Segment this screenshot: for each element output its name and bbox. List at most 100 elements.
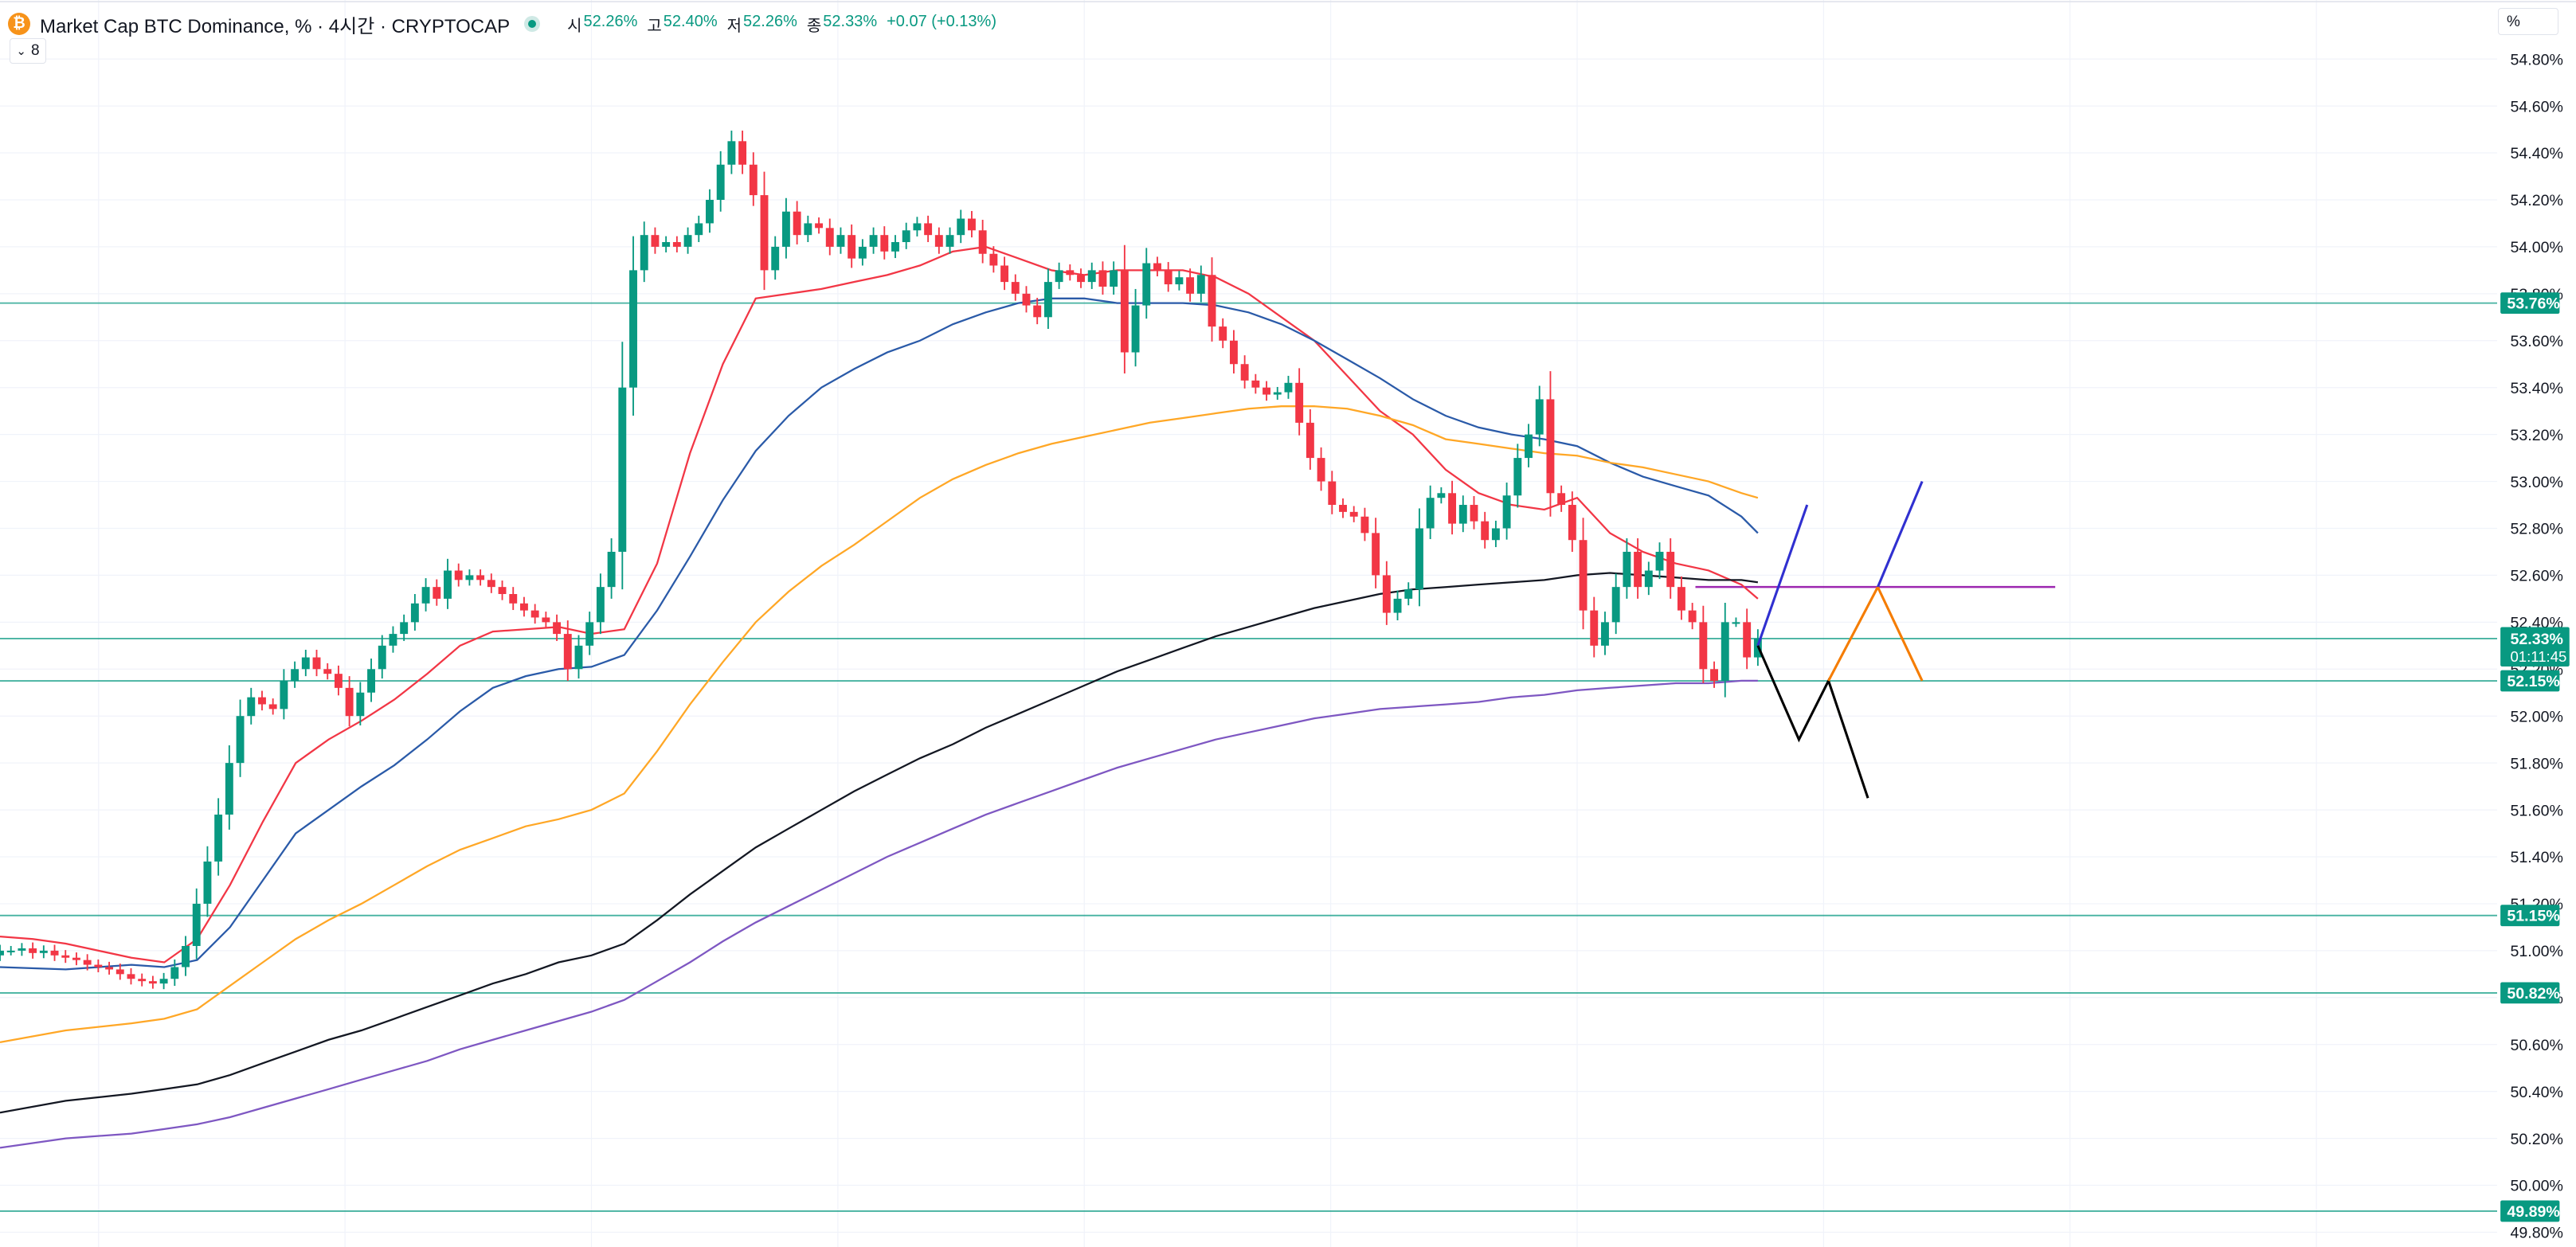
- candle[interactable]: [1732, 617, 1740, 627]
- candle[interactable]: [1579, 518, 1587, 630]
- candle[interactable]: [50, 944, 59, 961]
- candle[interactable]: [105, 961, 114, 975]
- candle[interactable]: [629, 236, 637, 416]
- candle[interactable]: [1229, 330, 1238, 374]
- candle[interactable]: [18, 943, 26, 956]
- candle[interactable]: [880, 226, 889, 260]
- candle[interactable]: [334, 665, 343, 696]
- candle[interactable]: [869, 227, 878, 254]
- candle[interactable]: [793, 201, 801, 244]
- candle[interactable]: [72, 952, 80, 966]
- candle[interactable]: [825, 218, 834, 256]
- candle[interactable]: [749, 152, 758, 206]
- candles[interactable]: [0, 131, 1762, 990]
- candle[interactable]: [115, 964, 124, 980]
- candle[interactable]: [542, 612, 550, 628]
- candle[interactable]: [127, 968, 135, 985]
- candle[interactable]: [1196, 265, 1205, 303]
- projection-path-black-down[interactable]: [1756, 645, 1869, 799]
- candle[interactable]: [553, 614, 562, 641]
- candle[interactable]: [476, 569, 485, 586]
- candle[interactable]: [683, 227, 692, 254]
- candle[interactable]: [1186, 268, 1195, 302]
- candle[interactable]: [978, 220, 987, 264]
- candle[interactable]: [312, 649, 321, 677]
- candle[interactable]: [444, 558, 452, 609]
- candle[interactable]: [1448, 480, 1457, 535]
- candle[interactable]: [182, 936, 190, 976]
- price-axis[interactable]: 54.80%54.60%54.40%54.20%54.00%53.80%53.6…: [2500, 51, 2570, 1242]
- candle[interactable]: [203, 846, 212, 917]
- candle[interactable]: [1404, 582, 1413, 606]
- candle[interactable]: [596, 573, 605, 635]
- candle[interactable]: [29, 942, 37, 959]
- candle[interactable]: [170, 959, 179, 987]
- candle[interactable]: [225, 745, 233, 830]
- candle[interactable]: [651, 227, 660, 254]
- indicators-toggle-button[interactable]: ⌄ 8: [10, 38, 46, 64]
- candle[interactable]: [378, 635, 386, 679]
- candle[interactable]: [487, 573, 495, 593]
- candle[interactable]: [563, 620, 572, 682]
- candle[interactable]: [1219, 318, 1227, 349]
- candle[interactable]: [695, 215, 703, 243]
- candle[interactable]: [509, 587, 518, 611]
- candle[interactable]: [945, 227, 954, 254]
- projection-path-blue-up[interactable]: [1756, 504, 1809, 647]
- candle[interactable]: [1372, 518, 1380, 588]
- candle[interactable]: [214, 798, 223, 876]
- candle[interactable]: [291, 661, 299, 688]
- candle[interactable]: [1164, 262, 1173, 292]
- candle[interactable]: [858, 239, 867, 266]
- candle[interactable]: [345, 676, 354, 727]
- candle[interactable]: [1721, 603, 1729, 698]
- candle[interactable]: [1655, 542, 1664, 580]
- candle[interactable]: [356, 682, 365, 725]
- candle[interactable]: [1240, 355, 1249, 389]
- candle[interactable]: [421, 578, 430, 612]
- candle[interactable]: [672, 236, 681, 252]
- candle[interactable]: [1033, 297, 1042, 325]
- candle[interactable]: [1677, 576, 1685, 620]
- scale-unit-button[interactable]: %: [2498, 8, 2558, 35]
- candle[interactable]: [618, 342, 627, 590]
- candle[interactable]: [1437, 487, 1446, 504]
- candle[interactable]: [1634, 538, 1642, 599]
- candle[interactable]: [1481, 511, 1490, 549]
- candle[interactable]: [1623, 538, 1631, 599]
- candle[interactable]: [957, 209, 965, 244]
- candle[interactable]: [1513, 444, 1522, 508]
- candle[interactable]: [738, 131, 747, 174]
- price-label-badge[interactable]: 50.82%: [2500, 982, 2560, 1004]
- candle[interactable]: [989, 246, 998, 273]
- candle[interactable]: [760, 171, 769, 291]
- candle[interactable]: [1535, 385, 1544, 447]
- candle[interactable]: [1175, 271, 1184, 291]
- bitcoin-icon[interactable]: ₿: [8, 13, 30, 35]
- candle[interactable]: [159, 972, 168, 990]
- candle[interactable]: [848, 224, 856, 268]
- candle[interactable]: [1120, 244, 1129, 374]
- candle[interactable]: [1306, 408, 1314, 470]
- candle[interactable]: [902, 222, 910, 249]
- price-label-badge[interactable]: 49.89%: [2500, 1200, 2560, 1222]
- candle[interactable]: [0, 944, 4, 961]
- candle[interactable]: [716, 150, 725, 212]
- candle[interactable]: [236, 699, 245, 777]
- projection-path-blue-up-2[interactable]: [1877, 480, 1924, 588]
- candle[interactable]: [924, 215, 933, 243]
- candle[interactable]: [454, 563, 463, 587]
- candle[interactable]: [1328, 471, 1337, 514]
- candle[interactable]: [1525, 424, 1533, 467]
- candle[interactable]: [6, 945, 15, 956]
- candle[interactable]: [367, 659, 375, 702]
- candle[interactable]: [83, 954, 92, 971]
- candle[interactable]: [1131, 288, 1140, 367]
- candle[interactable]: [258, 690, 266, 711]
- candle[interactable]: [1666, 538, 1675, 599]
- price-label-badge[interactable]: 53.76%: [2500, 292, 2560, 315]
- candle[interactable]: [148, 975, 157, 989]
- candle[interactable]: [1382, 561, 1391, 625]
- candle[interactable]: [804, 215, 812, 243]
- candle[interactable]: [1098, 261, 1107, 295]
